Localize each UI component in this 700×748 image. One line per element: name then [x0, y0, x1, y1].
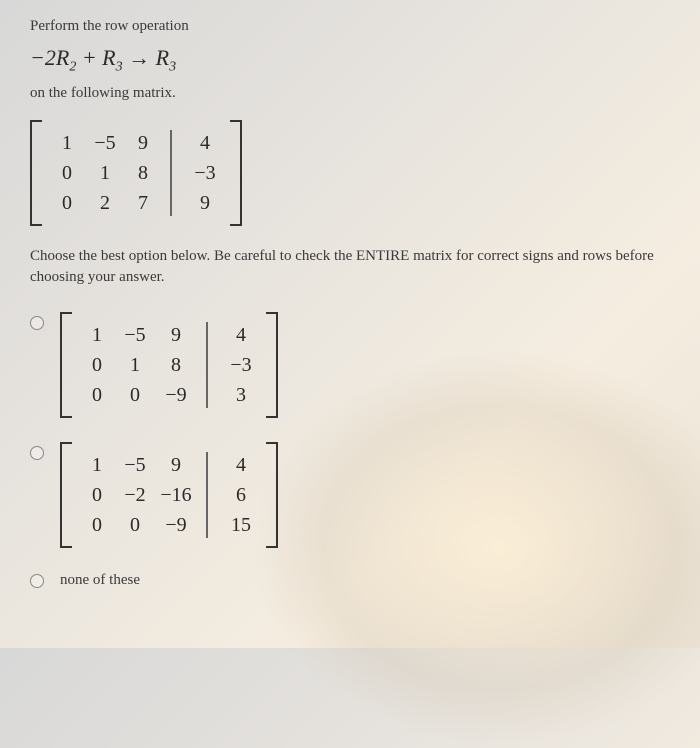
cell: −5 — [86, 132, 124, 155]
prompt-line-1: Perform the row operation — [30, 18, 670, 35]
caution-text: Choose the best option below. Be careful… — [30, 246, 670, 288]
bracket-left — [60, 312, 72, 418]
bracket-left — [30, 120, 42, 226]
cell: 0 — [78, 484, 116, 507]
cell: −16 — [154, 484, 198, 507]
cell: 9 — [124, 132, 162, 155]
cell: 0 — [48, 162, 86, 185]
given-matrix: 1 −5 9 0 1 8 0 2 7 4 −3 9 — [30, 120, 242, 226]
cell: 1 — [78, 324, 116, 347]
option-b-matrix: 1 −5 9 0 −2 −16 0 0 −9 — [60, 442, 278, 548]
cell: 1 — [78, 454, 116, 477]
bracket-right — [266, 312, 278, 418]
none-label: none of these — [60, 572, 140, 589]
prompt-line-2: on the following matrix. — [30, 85, 670, 102]
cell: 1 — [86, 162, 124, 185]
cell: 7 — [124, 192, 162, 215]
radio-icon[interactable] — [30, 316, 44, 330]
cell: 1 — [116, 354, 154, 377]
row-operation-expression: −2R2 + R3 → R3 — [30, 45, 670, 75]
cell: −2 — [116, 484, 154, 507]
option-none[interactable]: none of these — [30, 572, 670, 589]
cell: 9 — [154, 324, 198, 347]
cell: 0 — [116, 514, 154, 537]
option-a[interactable]: 1 −5 9 0 1 8 0 0 −9 — [30, 308, 670, 432]
cell: −5 — [116, 324, 154, 347]
cell: 0 — [116, 384, 154, 407]
cell: 2 — [86, 192, 124, 215]
cell: 0 — [78, 354, 116, 377]
cell: 3 — [222, 384, 260, 407]
bracket-left — [60, 442, 72, 548]
cell: 4 — [222, 454, 260, 477]
option-a-matrix: 1 −5 9 0 1 8 0 0 −9 — [60, 312, 278, 418]
cell: 8 — [154, 354, 198, 377]
cell: 1 — [48, 132, 86, 155]
cell: 6 — [222, 484, 260, 507]
radio-icon[interactable] — [30, 446, 44, 460]
cell: 9 — [186, 192, 224, 215]
option-b[interactable]: 1 −5 9 0 −2 −16 0 0 −9 — [30, 438, 670, 562]
bracket-right — [266, 442, 278, 548]
cell: 15 — [222, 514, 260, 537]
question-container: Perform the row operation −2R2 + R3 → R3… — [0, 0, 700, 613]
cell: −9 — [154, 384, 198, 407]
cell: −3 — [222, 354, 260, 377]
cell: 4 — [222, 324, 260, 347]
cell: 0 — [78, 514, 116, 537]
cell: 4 — [186, 132, 224, 155]
cell: −3 — [186, 162, 224, 185]
cell: 8 — [124, 162, 162, 185]
cell: −5 — [116, 454, 154, 477]
cell: 0 — [78, 384, 116, 407]
cell: 0 — [48, 192, 86, 215]
cell: 9 — [154, 454, 198, 477]
cell: −9 — [154, 514, 198, 537]
bracket-right — [230, 120, 242, 226]
radio-icon[interactable] — [30, 574, 44, 588]
